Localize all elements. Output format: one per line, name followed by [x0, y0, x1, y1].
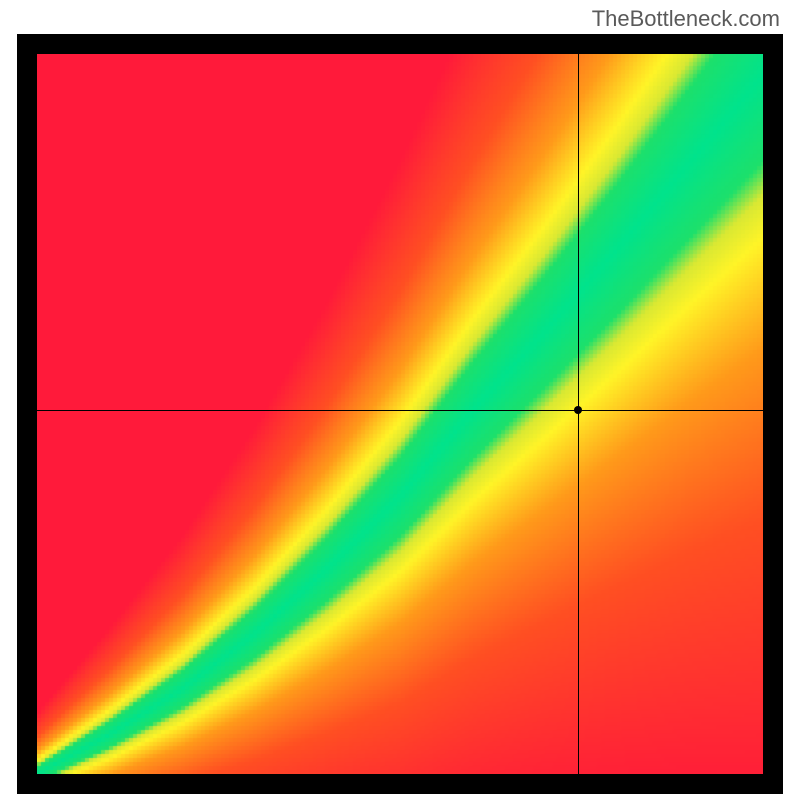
- crosshair-marker: [574, 406, 582, 414]
- crosshair-horizontal: [37, 410, 763, 411]
- chart-container: TheBottleneck.com: [0, 0, 800, 800]
- watermark-text: TheBottleneck.com: [592, 6, 780, 32]
- heatmap-canvas: [37, 54, 763, 774]
- heatmap-area: [37, 54, 763, 774]
- chart-border: [17, 34, 783, 794]
